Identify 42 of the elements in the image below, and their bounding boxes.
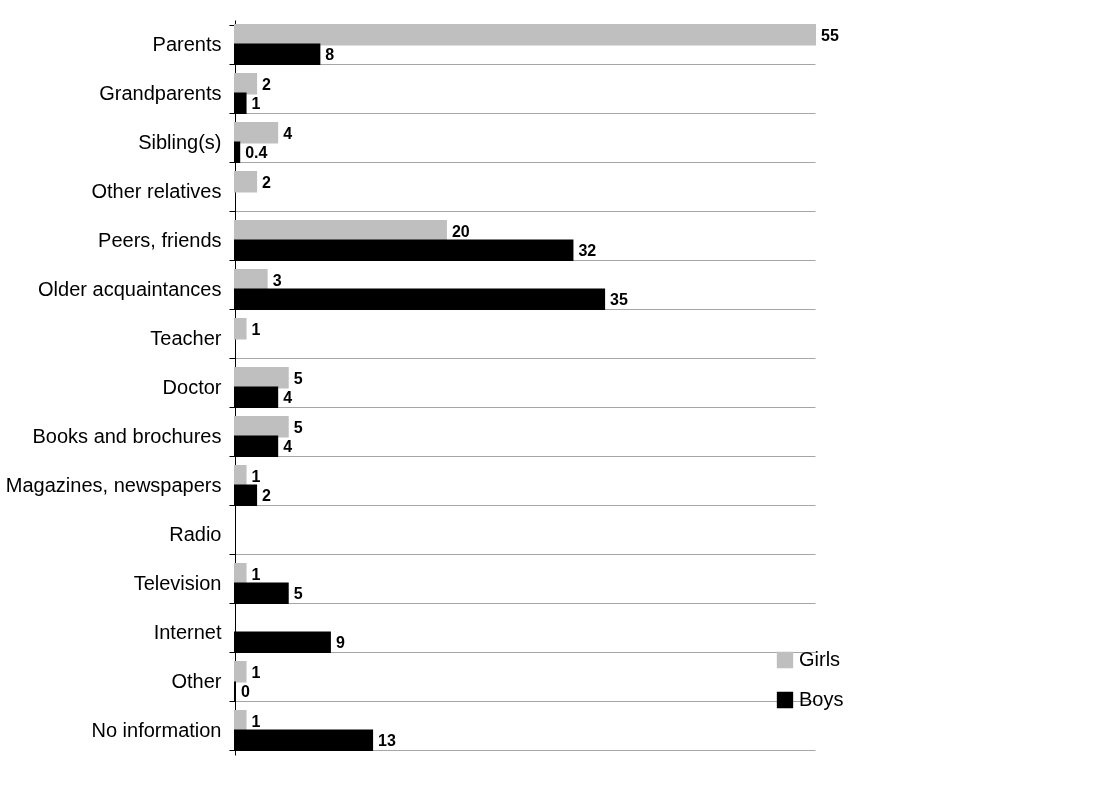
data-label: 8 <box>325 46 335 64</box>
data-label: 13 <box>378 732 396 750</box>
legend-label: Boys <box>799 688 844 710</box>
data-label: 2 <box>262 173 272 191</box>
y-tick-label: Internet <box>153 621 222 643</box>
data-label: 0 <box>241 683 250 701</box>
data-label: 5 <box>293 369 303 387</box>
data-label: 20 <box>451 222 470 240</box>
data-label: 1 <box>251 95 261 113</box>
y-tick-label: Other <box>171 670 222 692</box>
y-tick-label: Parents <box>152 33 222 55</box>
data-label: 1 <box>251 712 261 730</box>
data-label: 32 <box>578 242 597 260</box>
y-tick-label: Other relatives <box>91 180 222 202</box>
data-label: 4 <box>283 124 293 142</box>
data-label: 4 <box>283 438 293 456</box>
data-label: 0.4 <box>245 144 268 162</box>
data-label: 5 <box>293 418 303 436</box>
data-label: 35 <box>610 291 628 309</box>
y-tick-label: Grandparents <box>99 82 222 104</box>
y-tick-label: Older acquaintances <box>38 278 222 300</box>
y-tick-label: Books and brochures <box>32 425 222 447</box>
data-label: 5 <box>293 585 303 603</box>
data-label: 1 <box>251 467 261 485</box>
data-label: 2 <box>262 487 272 505</box>
data-label: 2 <box>262 75 272 93</box>
data-label: 9 <box>335 634 345 652</box>
y-tick-label: Radio <box>169 523 222 545</box>
data-label: 1 <box>251 320 261 338</box>
y-tick-label: Magazines, newspapers <box>5 474 222 496</box>
data-label: 55 <box>821 26 839 44</box>
data-label: 4 <box>283 389 293 407</box>
legend-label: Girls <box>799 648 841 670</box>
y-tick-label: No information <box>91 719 222 741</box>
data-label: 3 <box>272 271 282 289</box>
y-tick-label: Doctor <box>162 376 222 398</box>
y-tick-label: Television <box>133 572 222 594</box>
y-tick-label: Peers, friends <box>98 229 222 251</box>
y-tick-label: Sibling(s) <box>138 131 222 153</box>
data-label: 1 <box>251 663 261 681</box>
data-label: 1 <box>251 565 261 583</box>
y-tick-label: Teacher <box>150 327 222 349</box>
